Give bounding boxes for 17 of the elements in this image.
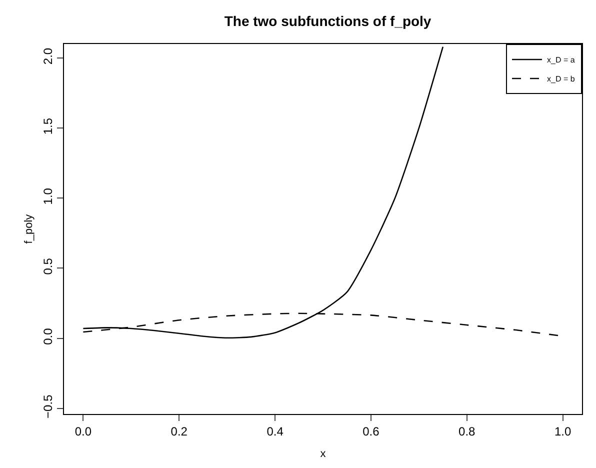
y-tick-label: −0.5	[41, 394, 56, 418]
y-axis-title: f_poly	[23, 214, 35, 244]
y-tick-label: 0.0	[41, 328, 56, 345]
y-tick-label: 1.0	[41, 188, 56, 205]
x-tick-label: 0.0	[74, 424, 92, 438]
y-tick-label: 0.5	[41, 258, 56, 275]
x-tick-label: 0.4	[266, 424, 284, 438]
x-tick-label: 1.0	[554, 424, 572, 438]
x-tick-label: 0.8	[458, 424, 476, 438]
y-tick-label: 1.5	[41, 118, 56, 135]
x-tick-label: 0.6	[362, 424, 380, 438]
legend-label: x_D = a	[547, 56, 576, 65]
chart-title: The two subfunctions of f_poly	[224, 13, 432, 30]
x-tick-label: 0.2	[170, 424, 188, 438]
legend-label: x_D = b	[547, 74, 576, 84]
y-tick-label: 2.0	[41, 48, 56, 65]
x-axis-title: x	[320, 448, 326, 460]
